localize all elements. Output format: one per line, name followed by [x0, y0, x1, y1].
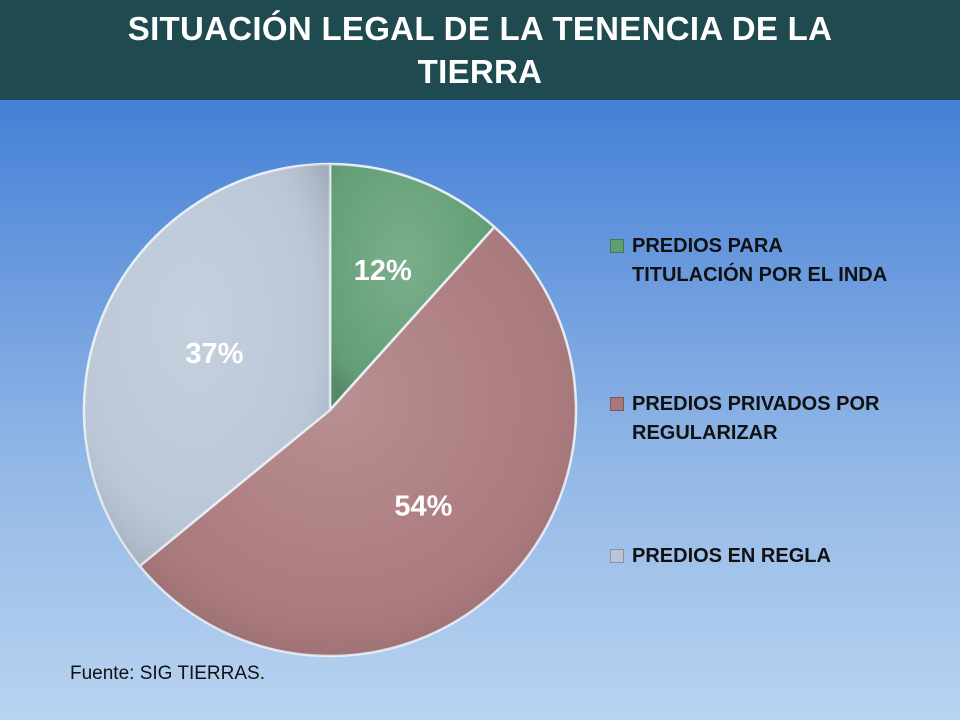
- legend-label-privados: PREDIOS PRIVADOS POR REGULARIZAR: [632, 393, 880, 444]
- pie-slice-shading-privados: [139, 227, 576, 656]
- slide-title: SITUACIÓN LEGAL DE LA TENENCIA DE LA TIE…: [127, 10, 833, 90]
- pie-slice-shading-en-regla: [84, 164, 330, 566]
- legend-label-en-regla: PREDIOS EN REGLA: [632, 545, 831, 567]
- legend-swatch-en-regla: [610, 549, 624, 563]
- source-note: Fuente: SIG TIERRAS.: [70, 663, 266, 684]
- title-bar: SITUACIÓN LEGAL DE LA TENENCIA DE LA TIE…: [0, 0, 960, 100]
- pie-slice-shading-titulacion: [330, 164, 495, 410]
- data-label-en-regla: 37%: [185, 338, 243, 370]
- legend-label-titulacion: PREDIOS PARA TITULACIÓN POR EL INDA: [632, 235, 888, 286]
- pie-chart: 12% 54% 37%: [82, 162, 578, 658]
- data-label-privados: 54%: [394, 490, 452, 522]
- data-label-titulacion: 12%: [354, 255, 412, 287]
- legend-swatch-titulacion: [610, 239, 624, 253]
- legend-swatch-privados: [610, 397, 624, 411]
